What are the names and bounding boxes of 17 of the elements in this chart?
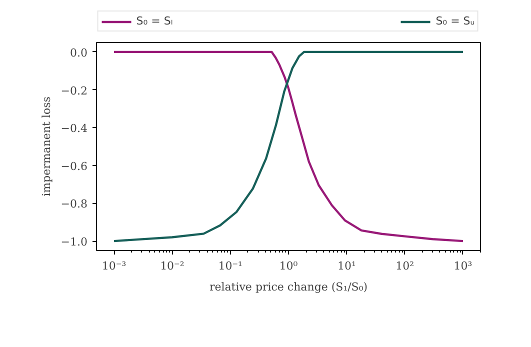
x-tick-label: 10³: [454, 260, 472, 272]
x-axis-title: relative price change (S₁/S₀): [209, 280, 368, 294]
x-tick-label: 10⁻³: [102, 260, 126, 272]
y-tick-label: −0.2: [60, 84, 88, 98]
y-tick-label: −0.4: [60, 122, 88, 136]
x-tick-label: 10⁻¹: [218, 260, 242, 272]
x-tick-label: 10¹: [337, 260, 356, 272]
y-tick-label: −1.0: [60, 236, 88, 249]
x-tick-label: 10⁰: [279, 260, 298, 272]
y-tick-label: −0.6: [60, 160, 88, 173]
x-tick-label: 10²: [396, 260, 414, 272]
y-axis-title: impermanent loss: [40, 96, 53, 196]
y-tick-label: −0.8: [60, 198, 88, 211]
x-tick-label: 10⁻²: [160, 260, 184, 272]
legend-label: S₀ = Sᵤ: [436, 14, 475, 28]
legend-label: S₀ = Sₗ: [136, 14, 173, 28]
y-tick-label: 0.0: [70, 46, 88, 60]
